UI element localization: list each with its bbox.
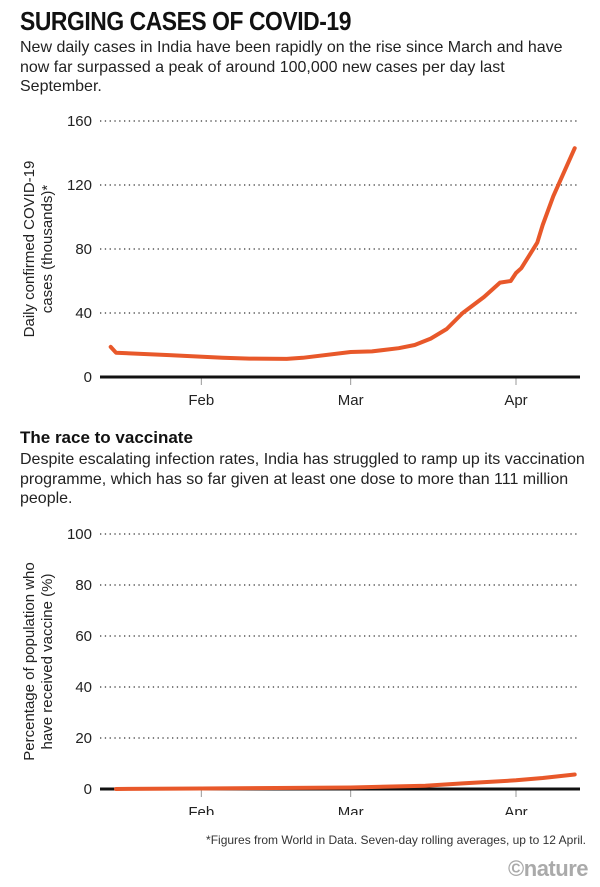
y-tick-label: 20 bbox=[75, 730, 92, 747]
x-tick-label: Mar bbox=[338, 804, 364, 815]
y-tick-label: 100 bbox=[67, 526, 92, 543]
y-tick-label: 80 bbox=[75, 241, 92, 258]
x-tick-label: Mar bbox=[338, 392, 364, 409]
cases-chart: 0 40 80 120 160 Feb Mar Apr Daily confirmed COVI… bbox=[21, 113, 580, 409]
y-tick-label: 0 bbox=[84, 781, 92, 798]
x-tick-label: Feb bbox=[188, 804, 214, 815]
footnote: *Figures from World in Data. Seven-day r… bbox=[206, 833, 586, 847]
section2-subtitle: Despite escalating infection rates, Indi… bbox=[20, 451, 585, 507]
y-tick-label: 160 bbox=[67, 113, 92, 130]
y-tick-label: 120 bbox=[67, 177, 92, 194]
section2-title: The race to vaccinate bbox=[20, 428, 193, 447]
y-tick-label: 80 bbox=[75, 577, 92, 594]
data-line bbox=[108, 146, 577, 361]
subtitle: New daily cases in India have been rapid… bbox=[20, 39, 563, 95]
y-tick-label: 0 bbox=[84, 369, 92, 386]
data-line bbox=[114, 772, 577, 791]
y-axis-label: Daily confirmed COVID-19 bbox=[21, 161, 38, 338]
nature-logo: ©nature bbox=[508, 856, 588, 881]
main-title: SURGING CASES OF COVID-19 bbox=[20, 6, 351, 36]
y-tick-label: 60 bbox=[75, 628, 92, 645]
vaccination-chart: 0 20 40 60 80 100 Feb Mar Apr Percentage of popul… bbox=[21, 526, 580, 815]
y-axis-label: have received vaccine (%) bbox=[39, 574, 56, 750]
y-tick-label: 40 bbox=[75, 679, 92, 696]
y-axis-label: cases (thousands)* bbox=[39, 185, 56, 314]
x-tick-label: Apr bbox=[504, 804, 527, 815]
x-tick-label: Feb bbox=[188, 392, 214, 409]
y-tick-label: 40 bbox=[75, 305, 92, 322]
x-tick-label: Apr bbox=[504, 392, 527, 409]
y-axis-label: Percentage of population who bbox=[21, 562, 38, 760]
